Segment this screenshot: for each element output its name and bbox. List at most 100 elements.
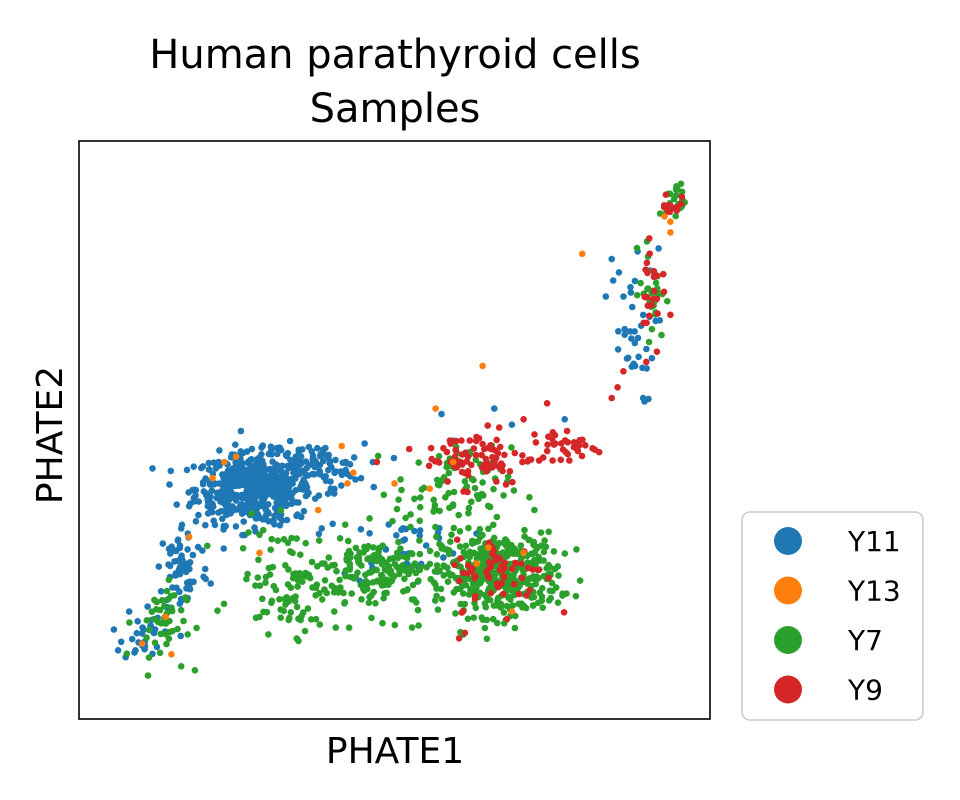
point-y11 [212, 465, 220, 472]
point-y7 [220, 600, 228, 608]
legend-label-y13: Y13 [847, 575, 901, 608]
point-y9 [461, 469, 469, 477]
point-y7 [540, 548, 548, 556]
point-y7 [294, 583, 301, 590]
point-y7 [384, 579, 392, 587]
point-y11 [308, 460, 316, 468]
point-y13 [508, 608, 516, 615]
point-y9 [550, 440, 557, 448]
point-y11 [183, 466, 191, 474]
point-y7 [468, 498, 475, 506]
point-y7 [494, 619, 501, 627]
point-y11 [639, 394, 647, 402]
point-y7 [254, 574, 262, 581]
point-y7 [461, 577, 468, 585]
point-y11 [167, 548, 175, 556]
point-y7 [393, 505, 401, 513]
point-y7 [433, 592, 440, 600]
point-y7 [400, 553, 407, 560]
point-y11 [243, 448, 251, 455]
point-y7 [331, 561, 338, 569]
point-y11 [276, 491, 283, 499]
point-y11 [370, 483, 378, 491]
point-y7 [479, 553, 486, 561]
point-y11 [242, 494, 250, 502]
point-y7 [193, 624, 200, 632]
point-y7 [370, 588, 378, 596]
point-y9 [488, 464, 496, 471]
point-y11 [250, 496, 258, 504]
point-y7 [576, 577, 584, 584]
point-y11 [185, 584, 193, 591]
point-y13 [473, 560, 481, 567]
point-y7 [316, 621, 324, 628]
point-y7 [168, 604, 175, 611]
point-y11 [190, 463, 197, 471]
point-y11 [250, 477, 257, 485]
point-y7 [410, 596, 418, 603]
point-y11 [627, 289, 635, 296]
point-y11 [174, 537, 182, 544]
point-y13 [479, 362, 486, 370]
point-y7 [559, 592, 566, 599]
point-y11 [411, 527, 418, 535]
point-y7 [645, 338, 653, 346]
point-y9 [535, 566, 542, 574]
point-y7 [504, 473, 512, 481]
point-y7 [521, 526, 528, 534]
point-y11 [189, 551, 197, 559]
point-y11 [294, 511, 301, 518]
point-y7 [348, 590, 356, 597]
point-y11 [255, 468, 262, 475]
point-y11 [232, 463, 239, 471]
point-y7 [530, 541, 537, 548]
point-y11 [300, 476, 307, 484]
point-y9 [405, 445, 413, 453]
point-y7 [644, 285, 652, 292]
point-y7 [341, 599, 349, 606]
point-y7 [204, 542, 211, 550]
legend-marker-y11 [774, 527, 802, 555]
point-y7 [256, 613, 263, 621]
point-y9 [485, 574, 493, 581]
point-y11 [172, 570, 179, 577]
point-y7 [472, 604, 480, 612]
point-y11 [232, 523, 240, 530]
point-y9 [373, 458, 381, 466]
point-y9 [576, 442, 583, 449]
point-y7 [165, 595, 172, 603]
point-y11 [232, 492, 240, 499]
point-y7 [497, 600, 505, 608]
point-y7 [381, 590, 388, 597]
point-y7 [517, 542, 525, 549]
point-y11 [144, 603, 151, 610]
point-y11 [199, 478, 207, 486]
point-y9 [660, 270, 667, 278]
point-y9 [660, 288, 668, 296]
point-y7 [312, 615, 320, 623]
point-y11 [128, 635, 136, 643]
point-y11 [258, 451, 265, 458]
point-y11 [300, 507, 308, 515]
point-y11 [416, 532, 424, 539]
point-y7 [395, 496, 402, 504]
point-y9 [566, 457, 573, 464]
point-y7 [334, 589, 342, 596]
point-y7 [531, 506, 538, 514]
point-y7 [150, 615, 158, 623]
point-y9 [563, 427, 571, 435]
point-y7 [332, 624, 340, 631]
point-y9 [456, 577, 463, 585]
point-y11 [208, 487, 216, 495]
point-y11 [286, 437, 294, 445]
point-y7 [386, 569, 394, 576]
point-y7 [267, 546, 275, 553]
point-y7 [526, 494, 533, 501]
point-y11 [227, 454, 235, 461]
point-y9 [471, 595, 479, 602]
point-y7 [637, 279, 644, 287]
point-y7 [214, 607, 221, 614]
point-y11 [167, 467, 175, 475]
point-y9 [499, 590, 507, 598]
